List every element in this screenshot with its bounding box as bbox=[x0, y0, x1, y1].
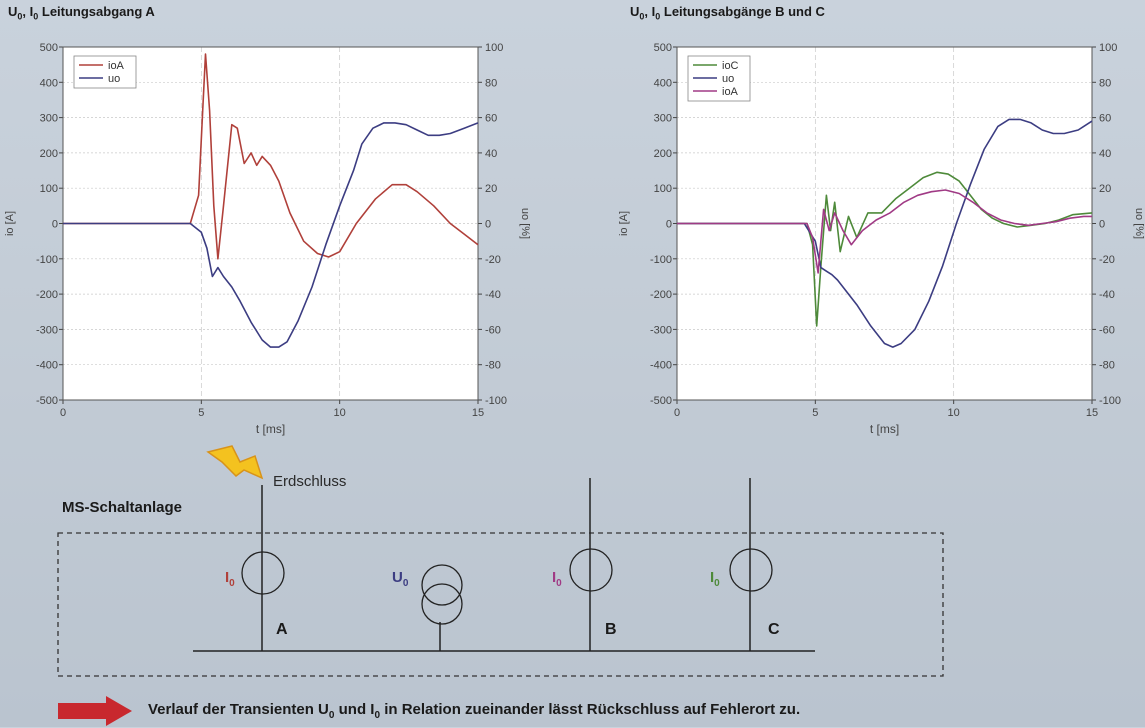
y2-tick-label: 40 bbox=[1099, 148, 1111, 160]
x-axis-label: t [ms] bbox=[256, 422, 285, 436]
legend-label-uo: uo bbox=[108, 73, 120, 85]
y2-tick-label: 80 bbox=[1099, 77, 1111, 89]
y2-tick-label: -40 bbox=[485, 289, 501, 301]
y2-tick-label: -40 bbox=[1099, 289, 1115, 301]
feeder-label-c: C bbox=[768, 621, 780, 638]
y2-tick-label: 60 bbox=[1099, 113, 1111, 125]
x-tick-label: 5 bbox=[198, 407, 204, 419]
station-label: MS-Schaltanlage bbox=[62, 499, 182, 516]
x-axis-label: t [ms] bbox=[870, 422, 899, 436]
y-tick-label: 300 bbox=[40, 113, 58, 125]
ct-b bbox=[569, 548, 613, 592]
y2-tick-label: -80 bbox=[485, 360, 501, 372]
y-tick-label: 200 bbox=[654, 148, 672, 160]
vt-top bbox=[421, 564, 463, 606]
x-tick-label: 10 bbox=[948, 407, 960, 419]
y-tick-label: 200 bbox=[40, 148, 58, 160]
feeder-label-b: B bbox=[605, 621, 617, 638]
legend-label-ioA: ioA bbox=[108, 60, 125, 72]
series-line-uo bbox=[677, 118, 1093, 348]
y-tick-label: 400 bbox=[40, 77, 58, 89]
y2-tick-label: -60 bbox=[1099, 324, 1115, 336]
y-axis-label: io [A] bbox=[618, 211, 630, 236]
chart-title-right: U0, I0 Leitungsabgänge B und C bbox=[630, 4, 825, 22]
y2-tick-label: 80 bbox=[485, 77, 497, 89]
y2-tick-label: 0 bbox=[1099, 219, 1105, 231]
y-tick-label: -200 bbox=[650, 289, 672, 301]
y-tick-label: -300 bbox=[36, 324, 58, 336]
x-tick-label: 15 bbox=[1086, 407, 1098, 419]
y-tick-label: -200 bbox=[36, 289, 58, 301]
footer: Verlauf der Transienten U0 und I0 in Rel… bbox=[58, 694, 800, 728]
y-tick-label: -500 bbox=[650, 395, 672, 407]
y-tick-label: 500 bbox=[40, 42, 58, 54]
chart-title-left: U0, I0 Leitungsabgang A bbox=[8, 4, 155, 22]
y2-tick-label: 100 bbox=[485, 42, 503, 54]
y2-tick-label: -20 bbox=[1099, 254, 1115, 266]
y2-tick-label: -80 bbox=[1099, 360, 1115, 372]
y-tick-label: 0 bbox=[666, 219, 672, 231]
y-tick-label: -500 bbox=[36, 395, 58, 407]
chart-left: 5004003002001000-100-200-300-400-5001008… bbox=[4, 42, 530, 436]
y2-tick-label: 40 bbox=[485, 148, 497, 160]
feeder-label-a: A bbox=[276, 621, 288, 638]
legend-label-ioA: ioA bbox=[722, 86, 739, 98]
chart-right: 5004003002001000-100-200-300-400-5001008… bbox=[618, 42, 1144, 436]
fault-label: Erdschluss bbox=[273, 473, 346, 490]
y-tick-label: -400 bbox=[650, 360, 672, 372]
y-tick-label: -100 bbox=[650, 254, 672, 266]
red-arrow-icon bbox=[58, 696, 132, 726]
y-tick-label: 500 bbox=[654, 42, 672, 54]
ct-b-label: I0 bbox=[552, 569, 562, 589]
ct-a-label: I0 bbox=[225, 569, 235, 589]
y-tick-label: -300 bbox=[650, 324, 672, 336]
legend-label-uo: uo bbox=[722, 73, 734, 85]
y2-tick-label: -100 bbox=[1099, 395, 1121, 407]
y2-axis-label: uo [%] bbox=[519, 208, 530, 239]
ct-a bbox=[241, 551, 285, 595]
x-tick-label: 5 bbox=[812, 407, 818, 419]
x-tick-label: 10 bbox=[334, 407, 346, 419]
y-tick-label: 100 bbox=[40, 183, 58, 195]
y2-tick-label: 60 bbox=[485, 113, 497, 125]
series-line-ioA bbox=[63, 53, 479, 260]
vt-label: U0 bbox=[392, 569, 409, 589]
y-tick-label: 100 bbox=[654, 183, 672, 195]
y-tick-label: 0 bbox=[52, 219, 58, 231]
y-tick-label: 300 bbox=[654, 113, 672, 125]
y2-tick-label: 20 bbox=[1099, 183, 1111, 195]
ct-c bbox=[729, 548, 773, 592]
y2-tick-label: 20 bbox=[485, 183, 497, 195]
lightning-icon bbox=[206, 445, 264, 480]
legend-label-ioC: ioC bbox=[722, 60, 739, 72]
x-tick-label: 0 bbox=[60, 407, 66, 419]
y2-tick-label: 0 bbox=[485, 219, 491, 231]
x-tick-label: 15 bbox=[472, 407, 484, 419]
y2-tick-label: 100 bbox=[1099, 42, 1117, 54]
y-axis-label: io [A] bbox=[4, 211, 16, 236]
x-tick-label: 0 bbox=[674, 407, 680, 419]
y-tick-label: 400 bbox=[654, 77, 672, 89]
vt-bottom bbox=[421, 583, 463, 625]
footer-text: Verlauf der Transienten U0 und I0 in Rel… bbox=[148, 701, 801, 721]
switchgear-diagram: Erdschluss MS-Schaltanlage I0 U0 I0 I0 A… bbox=[57, 445, 944, 677]
ct-c-label: I0 bbox=[710, 569, 720, 589]
y2-tick-label: -60 bbox=[485, 324, 501, 336]
y2-tick-label: -100 bbox=[485, 395, 507, 407]
y-tick-label: -400 bbox=[36, 360, 58, 372]
series-line-ioC bbox=[677, 171, 1093, 327]
switchgear-boundary bbox=[57, 532, 944, 677]
y2-tick-label: -20 bbox=[485, 254, 501, 266]
y2-axis-label: uo [%] bbox=[1133, 208, 1144, 239]
series-line-uo bbox=[63, 122, 479, 348]
series-line-ioA bbox=[677, 189, 1092, 274]
legend-box bbox=[73, 55, 137, 89]
y-tick-label: -100 bbox=[36, 254, 58, 266]
